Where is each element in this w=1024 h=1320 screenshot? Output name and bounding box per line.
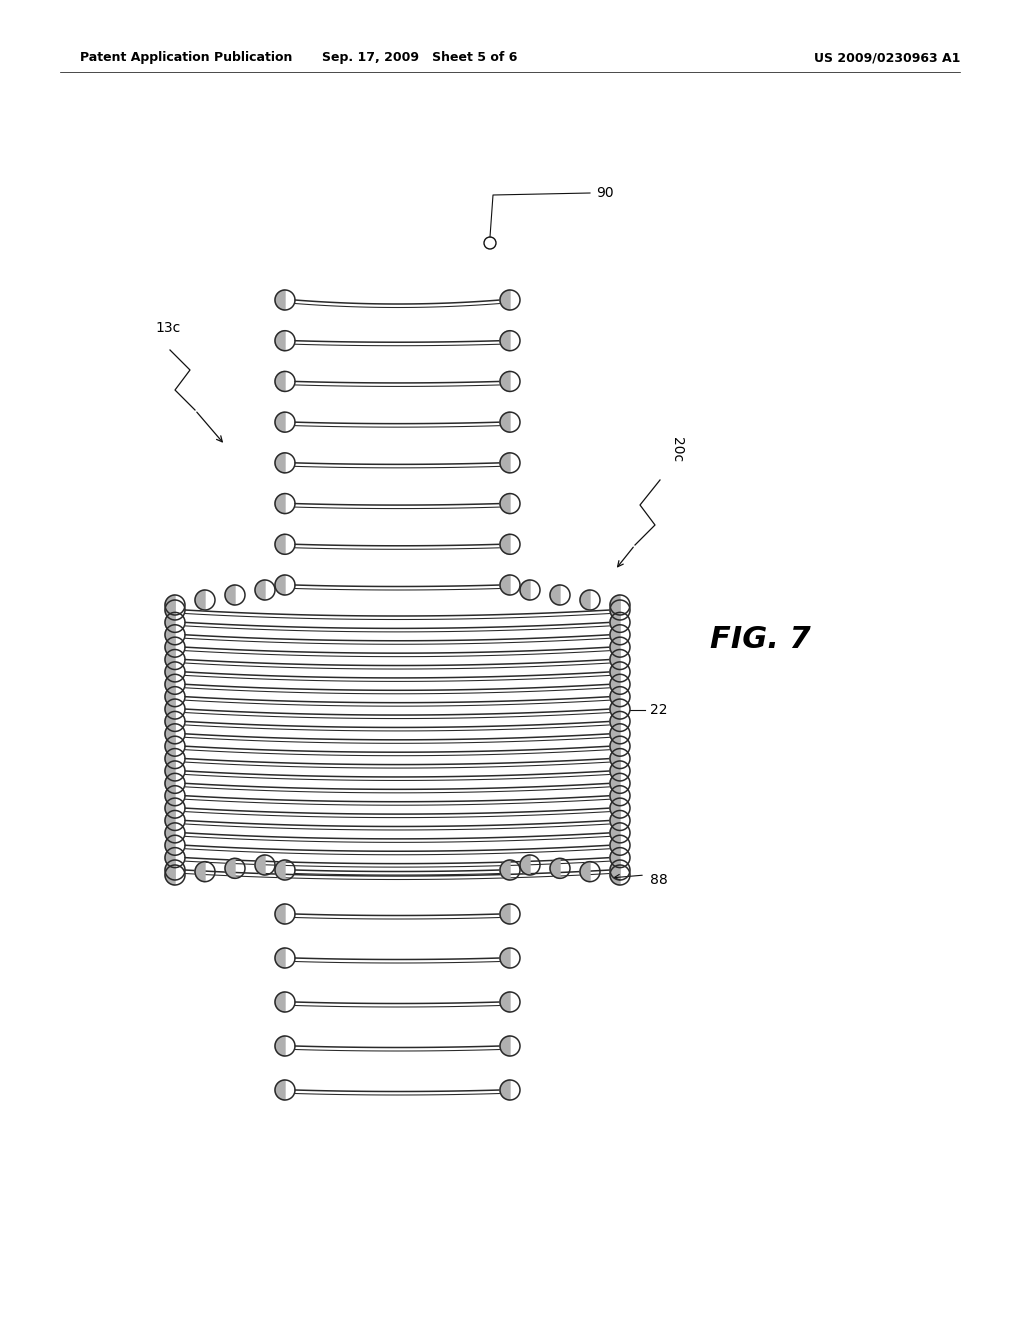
Wedge shape (165, 675, 175, 694)
Text: US 2009/0230963 A1: US 2009/0230963 A1 (814, 51, 961, 65)
Wedge shape (165, 601, 175, 620)
Wedge shape (610, 595, 620, 615)
Wedge shape (610, 799, 620, 818)
Wedge shape (610, 711, 620, 731)
Wedge shape (500, 494, 510, 513)
Wedge shape (500, 1080, 510, 1100)
Text: Sep. 17, 2009   Sheet 5 of 6: Sep. 17, 2009 Sheet 5 of 6 (323, 51, 518, 65)
Wedge shape (610, 865, 620, 884)
Wedge shape (165, 847, 175, 867)
Wedge shape (550, 858, 560, 878)
Wedge shape (165, 785, 175, 805)
Wedge shape (165, 737, 175, 756)
Wedge shape (580, 590, 590, 610)
Wedge shape (500, 1036, 510, 1056)
Wedge shape (500, 371, 510, 392)
Text: 20c: 20c (670, 437, 684, 462)
Wedge shape (165, 638, 175, 657)
Wedge shape (165, 711, 175, 731)
Wedge shape (520, 579, 530, 601)
Wedge shape (165, 810, 175, 830)
Wedge shape (165, 865, 175, 884)
Wedge shape (275, 948, 285, 968)
Text: 22: 22 (650, 704, 668, 717)
Wedge shape (165, 748, 175, 768)
Wedge shape (165, 624, 175, 644)
Wedge shape (165, 822, 175, 843)
Wedge shape (500, 453, 510, 473)
Wedge shape (610, 861, 620, 880)
Wedge shape (165, 861, 175, 880)
Wedge shape (610, 822, 620, 843)
Wedge shape (610, 624, 620, 644)
Wedge shape (610, 723, 620, 743)
Wedge shape (225, 585, 234, 605)
Wedge shape (165, 686, 175, 706)
Wedge shape (610, 785, 620, 805)
Wedge shape (255, 579, 265, 601)
Wedge shape (275, 331, 285, 351)
Wedge shape (195, 862, 205, 882)
Wedge shape (275, 412, 285, 432)
Wedge shape (500, 948, 510, 968)
Wedge shape (275, 576, 285, 595)
Wedge shape (275, 904, 285, 924)
Wedge shape (165, 774, 175, 793)
Wedge shape (610, 686, 620, 706)
Wedge shape (255, 855, 265, 875)
Wedge shape (275, 993, 285, 1012)
Wedge shape (500, 993, 510, 1012)
Text: FIG. 7: FIG. 7 (710, 626, 811, 655)
Wedge shape (500, 290, 510, 310)
Wedge shape (610, 700, 620, 719)
Wedge shape (165, 612, 175, 632)
Wedge shape (500, 904, 510, 924)
Wedge shape (275, 453, 285, 473)
Wedge shape (195, 590, 205, 610)
Wedge shape (500, 412, 510, 432)
Wedge shape (610, 649, 620, 669)
Wedge shape (165, 723, 175, 743)
Wedge shape (520, 855, 530, 875)
Wedge shape (610, 774, 620, 793)
Wedge shape (275, 1036, 285, 1056)
Wedge shape (275, 861, 285, 880)
Wedge shape (610, 760, 620, 781)
Wedge shape (275, 494, 285, 513)
Wedge shape (500, 576, 510, 595)
Wedge shape (275, 535, 285, 554)
Wedge shape (610, 810, 620, 830)
Text: Patent Application Publication: Patent Application Publication (80, 51, 293, 65)
Wedge shape (275, 1080, 285, 1100)
Wedge shape (580, 862, 590, 882)
Wedge shape (610, 661, 620, 682)
Wedge shape (165, 799, 175, 818)
Wedge shape (275, 290, 285, 310)
Text: 88: 88 (650, 873, 668, 887)
Wedge shape (165, 649, 175, 669)
Wedge shape (610, 601, 620, 620)
Wedge shape (165, 595, 175, 615)
Wedge shape (225, 858, 234, 878)
Text: 90: 90 (596, 186, 613, 201)
Wedge shape (165, 661, 175, 682)
Wedge shape (610, 836, 620, 855)
Wedge shape (500, 535, 510, 554)
Wedge shape (610, 675, 620, 694)
Text: 13c: 13c (155, 321, 180, 335)
Wedge shape (550, 585, 560, 605)
Wedge shape (500, 331, 510, 351)
Wedge shape (165, 836, 175, 855)
Wedge shape (500, 861, 510, 880)
Wedge shape (165, 760, 175, 781)
Wedge shape (610, 612, 620, 632)
Wedge shape (610, 737, 620, 756)
Wedge shape (275, 371, 285, 392)
Wedge shape (610, 847, 620, 867)
Wedge shape (165, 700, 175, 719)
Wedge shape (610, 748, 620, 768)
Wedge shape (610, 638, 620, 657)
